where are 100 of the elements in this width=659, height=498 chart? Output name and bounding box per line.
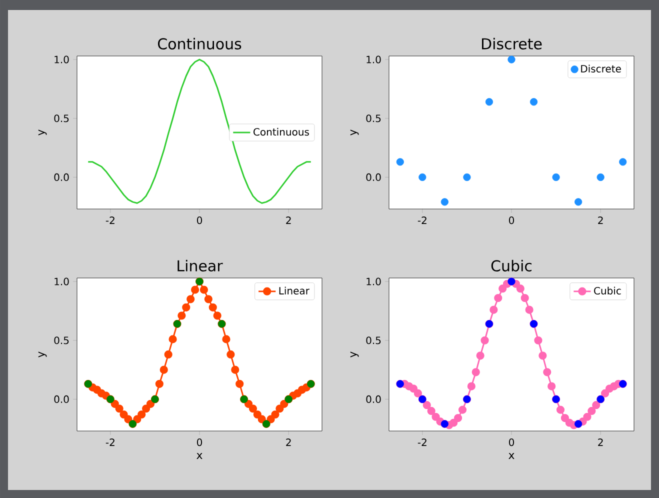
point [160,366,168,374]
point [231,366,240,374]
y-tick-label: 0.5 [366,336,381,344]
point [543,368,552,376]
point [409,384,418,393]
x-tick-label: 2 [598,438,603,446]
y-tick-label: 0.0 [54,395,69,403]
point [248,404,258,413]
x-tick-label: -2 [106,216,114,224]
chart-title: Continuous [158,38,242,50]
y-tick-label: 0.0 [54,173,69,181]
point [450,418,458,427]
y-tick-label: 0.0 [366,173,381,181]
x-tick-label: 2 [598,216,603,224]
point [182,303,190,312]
x-tick-label: 0 [508,216,514,224]
point [142,404,150,413]
point [583,412,592,421]
point [271,410,280,419]
point [552,173,560,182]
point [508,56,516,64]
y-axis-title: y [350,130,359,136]
point [530,98,538,106]
point [485,98,494,106]
point [280,400,288,408]
y-tick-label: 0.5 [366,114,381,122]
point [525,306,534,314]
point [480,336,489,344]
point [476,352,484,360]
point [619,158,627,166]
point [560,414,569,422]
point [534,336,542,344]
point [463,173,471,182]
y-tick-label: 0.5 [54,114,69,122]
x-axis-title: x [196,452,202,459]
point [276,404,284,413]
x-tick-label: -2 [418,438,426,446]
legend-label: Continuous [254,128,309,136]
point [222,335,230,344]
point [490,306,498,314]
y-tick-label: 1.0 [366,278,381,286]
y-tick-label: 0.0 [366,395,381,403]
point [168,335,177,344]
y-tick-label: 1.0 [54,56,69,64]
point [472,368,480,376]
point [588,406,596,416]
x-tick-label: 0 [196,216,202,224]
x-tick-label: 2 [286,216,291,224]
x-tick-label: -2 [106,438,114,446]
x-axis-title: x [508,452,514,459]
point [164,350,172,359]
point [236,380,244,388]
point [253,410,262,419]
chart-title: Linear [178,260,223,272]
point [186,295,195,304]
y-tick-label: 1.0 [54,278,69,286]
point [596,173,604,182]
legend-label: Linear [279,286,310,295]
y-axis-title: y [350,352,359,358]
x-tick-label: 0 [196,438,202,446]
point [208,303,217,312]
point [115,404,124,413]
point [520,294,529,302]
point [155,380,164,388]
point [427,406,436,416]
point [556,406,565,414]
point [538,352,547,360]
y-tick-label: 1.0 [366,56,381,64]
point [458,406,467,414]
point [440,198,448,206]
point [516,284,524,293]
point [396,158,404,166]
legend-label: Discrete [581,64,621,73]
point [422,401,431,410]
point [418,173,426,182]
point [124,415,132,424]
point [467,382,476,390]
chart-title: Discrete [482,38,542,50]
point [191,286,200,294]
point [574,198,582,206]
point [226,350,235,359]
x-tick-label: -2 [418,216,426,224]
point [494,294,502,302]
y-axis-title: y [38,130,47,136]
point [258,415,266,424]
point [454,414,462,422]
point [200,286,208,294]
x-tick-label: 2 [286,438,291,446]
point [498,284,507,293]
y-tick-label: 0.5 [54,336,69,344]
point [432,412,440,421]
point [592,401,600,410]
point [138,410,146,419]
point [120,410,128,419]
point [414,389,422,398]
chart-title: Cubic [491,260,532,272]
point [213,312,222,320]
point [146,400,155,408]
x-tick-label: 0 [508,438,514,446]
point [548,382,556,390]
